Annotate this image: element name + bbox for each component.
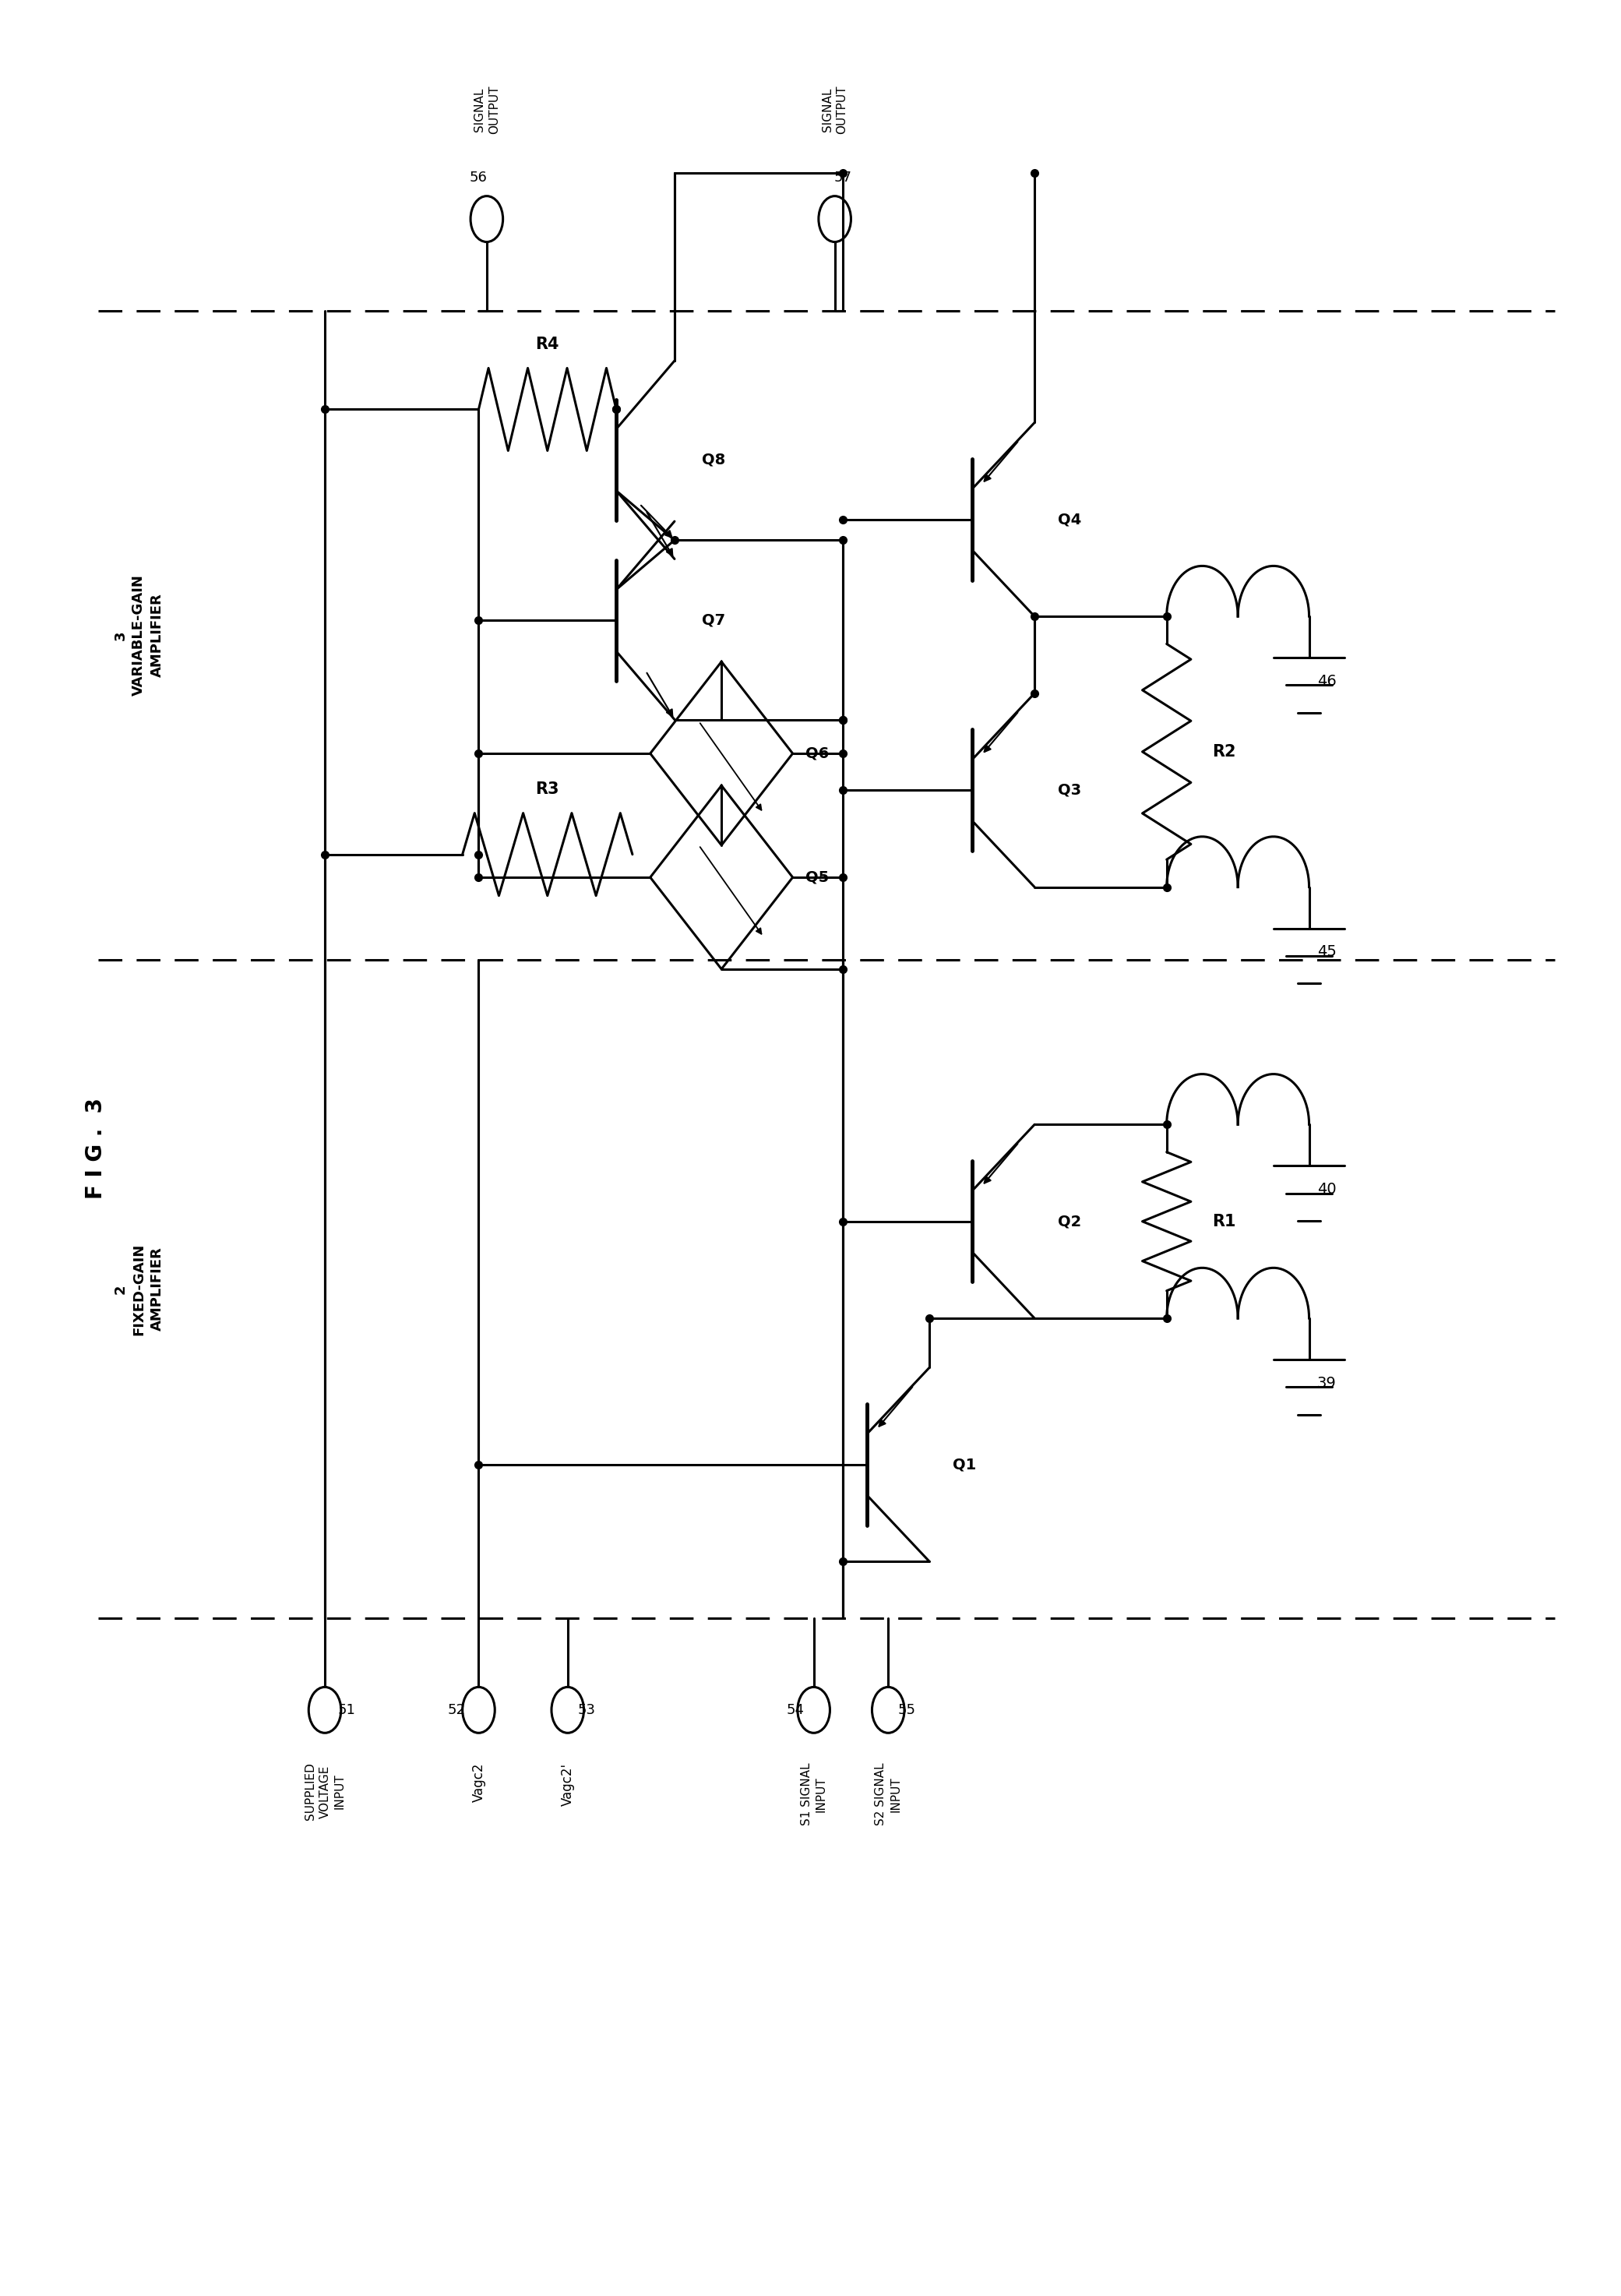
Text: Q8: Q8 (702, 452, 725, 468)
Text: Q2: Q2 (1059, 1215, 1081, 1228)
Text: 55: 55 (898, 1704, 916, 1717)
Text: R3: R3 (535, 781, 559, 797)
Text: Q4: Q4 (1059, 512, 1081, 526)
Text: 57: 57 (833, 170, 851, 184)
Text: Q6: Q6 (806, 746, 830, 760)
Text: Vagc2: Vagc2 (472, 1763, 486, 1802)
Text: 2
FIXED-GAIN
AMPLIFIER: 2 FIXED-GAIN AMPLIFIER (113, 1242, 164, 1336)
Text: 56: 56 (470, 170, 488, 184)
Text: 54: 54 (786, 1704, 804, 1717)
Text: Q3: Q3 (1059, 783, 1081, 797)
Text: F I G .  3: F I G . 3 (86, 1097, 107, 1199)
Text: 46: 46 (1318, 673, 1336, 689)
Text: Q7: Q7 (702, 613, 725, 627)
Text: Q1: Q1 (953, 1458, 976, 1472)
Text: Q5: Q5 (806, 870, 830, 884)
Text: S2 SIGNAL
INPUT: S2 SIGNAL INPUT (875, 1763, 901, 1825)
Text: 3
VARIABLE-GAIN
AMPLIFIER: 3 VARIABLE-GAIN AMPLIFIER (113, 574, 164, 696)
Text: 39: 39 (1318, 1375, 1336, 1391)
Text: 51: 51 (337, 1704, 355, 1717)
Text: 45: 45 (1318, 944, 1337, 960)
Text: SIGNAL
OUTPUT: SIGNAL OUTPUT (822, 85, 848, 133)
Text: 52: 52 (447, 1704, 465, 1717)
Text: 53: 53 (577, 1704, 595, 1717)
Text: S1 SIGNAL
INPUT: S1 SIGNAL INPUT (801, 1763, 827, 1825)
Text: R2: R2 (1213, 744, 1235, 760)
Text: R4: R4 (535, 338, 559, 351)
Text: SUPPLIED
VOLTAGE
INPUT: SUPPLIED VOLTAGE INPUT (305, 1763, 345, 1821)
Text: SIGNAL
OUTPUT: SIGNAL OUTPUT (473, 85, 499, 133)
Text: Vagc2': Vagc2' (561, 1763, 575, 1805)
Text: 40: 40 (1318, 1182, 1336, 1196)
Text: R1: R1 (1213, 1215, 1235, 1228)
